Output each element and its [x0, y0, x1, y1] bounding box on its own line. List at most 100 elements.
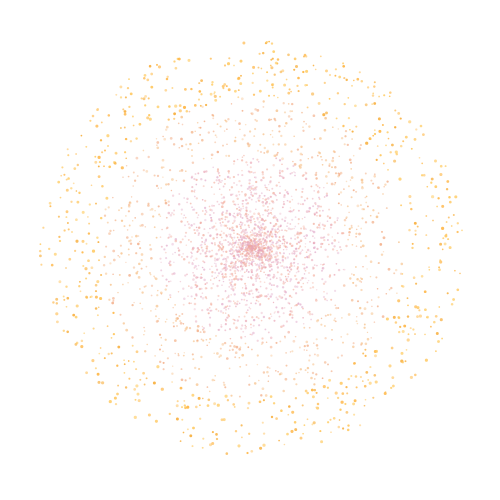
scatter-dot [176, 325, 178, 327]
scatter-dot [366, 301, 369, 304]
scatter-dot [246, 217, 249, 220]
scatter-dot [312, 267, 315, 270]
scatter-dot [217, 244, 220, 247]
scatter-dot [236, 207, 238, 210]
scatter-dot [312, 421, 316, 425]
scatter-dot [205, 211, 208, 213]
scatter-dot [113, 396, 117, 400]
scatter-dot [128, 201, 132, 205]
scatter-dot [313, 264, 316, 266]
scatter-dot [266, 210, 269, 212]
scatter-dot [230, 342, 234, 345]
scatter-dot [242, 207, 245, 210]
scatter-dot [205, 245, 209, 248]
scatter-dot [219, 219, 221, 221]
scatter-dot [375, 158, 378, 161]
scatter-dot [283, 307, 286, 309]
scatter-dot [59, 196, 62, 199]
scatter-dot [434, 314, 438, 318]
scatter-dot [313, 138, 316, 140]
scatter-dot [177, 352, 180, 355]
scatter-dot [437, 197, 440, 200]
scatter-dot [408, 228, 411, 232]
scatter-dot [231, 245, 235, 249]
scatter-dot [291, 350, 294, 353]
scatter-dot [276, 219, 279, 222]
scatter-dot [325, 111, 328, 115]
scatter-dot [246, 406, 250, 410]
scatter-dot [169, 263, 172, 267]
scatter-dot [173, 60, 176, 63]
scatter-dot [259, 214, 261, 217]
scatter-dot [331, 126, 334, 129]
scatter-dot [291, 110, 294, 113]
scatter-dot [248, 226, 251, 229]
scatter-dot [297, 247, 300, 250]
scatter-dot [228, 279, 231, 281]
scatter-dot [230, 103, 233, 105]
scatter-dot [329, 313, 332, 316]
scatter-dot [238, 179, 241, 183]
scatter-dot [413, 221, 417, 225]
scatter-dot [326, 386, 330, 389]
scatter-dot [82, 264, 85, 268]
scatter-dot [419, 124, 423, 128]
scatter-dot [246, 234, 249, 237]
scatter-dot [177, 354, 180, 357]
scatter-dot [414, 233, 417, 236]
scatter-dot [272, 191, 275, 195]
scatter-dot [200, 236, 203, 240]
scatter-dot [168, 236, 171, 239]
scatter-dot [263, 252, 267, 255]
scatter-dot [160, 344, 163, 346]
scatter-dot [75, 239, 79, 243]
scatter-dot [157, 289, 159, 292]
scatter-dot [263, 234, 266, 237]
scatter-dot [399, 144, 403, 148]
scatter-dot [249, 218, 253, 221]
scatter-dot [244, 249, 247, 252]
scatter-dot [274, 193, 276, 196]
scatter-dot [378, 129, 382, 133]
scatter-dot [141, 291, 144, 294]
scatter-dot [156, 105, 160, 109]
scatter-dot [254, 302, 257, 305]
scatter-dot [142, 97, 146, 101]
scatter-dot [285, 278, 288, 281]
scatter-dot [282, 266, 286, 269]
scatter-dot [260, 240, 263, 244]
scatter-dot [137, 235, 140, 237]
scatter-dot [281, 175, 283, 178]
scatter-dot [216, 298, 219, 301]
scatter-dot [281, 307, 284, 310]
scatter-dot [271, 129, 274, 132]
scatter-dot [184, 274, 187, 277]
scatter-dot [426, 315, 430, 319]
scatter-dot [215, 222, 217, 224]
scatter-dot [285, 78, 288, 81]
scatter-dot [81, 251, 84, 254]
scatter-dot [154, 355, 156, 357]
scatter-dot [328, 164, 331, 167]
scatter-dot [191, 262, 194, 266]
scatter-dot [326, 397, 329, 399]
scatter-dot [275, 245, 278, 248]
scatter-dot [342, 124, 345, 128]
scatter-dot [305, 123, 307, 125]
scatter-dot [200, 243, 203, 246]
scatter-dot [168, 105, 171, 108]
scatter-dot [147, 155, 150, 159]
scatter-dot [244, 324, 247, 327]
scatter-dot [174, 319, 178, 322]
scatter-dot [270, 268, 273, 271]
scatter-dot [288, 294, 292, 298]
scatter-dot [350, 298, 354, 302]
scatter-dot [56, 320, 59, 324]
scatter-dot [94, 283, 98, 287]
scatter-dot [315, 177, 318, 180]
scatter-dot [244, 335, 246, 338]
scatter-dot [330, 298, 333, 301]
scatter-dot [197, 98, 201, 101]
scatter-dot [244, 246, 247, 249]
scatter-dot [266, 366, 269, 369]
